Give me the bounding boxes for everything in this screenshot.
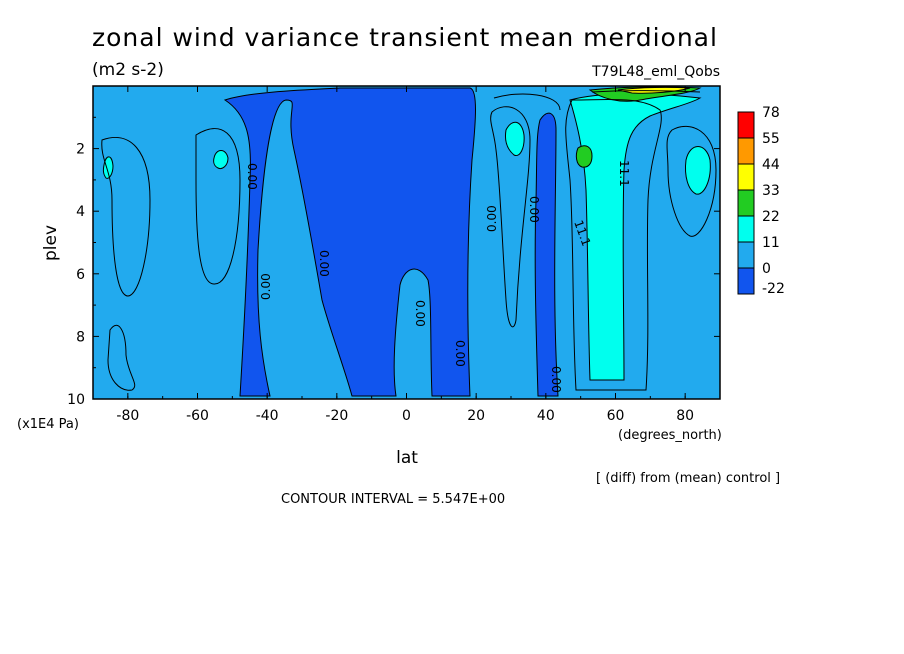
contour-label: 0.00	[527, 196, 541, 223]
run-label: T79L48_eml_Qobs	[591, 64, 720, 80]
colorbar-label: 78	[762, 105, 780, 121]
x-tick-label: -60	[186, 408, 209, 424]
contour-labels: 0.00 0.00 0.00 0.00 0.00 0.00 0.00 0.00 …	[245, 160, 631, 393]
contour-label: 0.00	[245, 163, 259, 190]
colorbar-label: 11	[762, 235, 780, 251]
chart-title: zonal wind variance transient mean merdi…	[92, 23, 718, 52]
contour-interval: CONTOUR INTERVAL = 5.547E+00	[281, 492, 505, 507]
x-tick-label: -20	[325, 408, 348, 424]
contour-label: 0.00	[485, 205, 499, 232]
nh-green-patch	[575, 145, 593, 168]
x-axis: -80 -60 -40 -20 0 20 40 60 80	[92, 86, 721, 424]
x-tick-label: -80	[116, 408, 139, 424]
colorbar-swatch	[737, 137, 755, 165]
plot-area: 0.00 0.00 0.00 0.00 0.00 0.00 0.00 0.00 …	[92, 85, 721, 400]
colorbar-label: 44	[762, 157, 780, 173]
colorbar: 78 55 44 33 22 11 0 -22	[737, 105, 785, 297]
y-axis-units: (x1E4 Pa)	[17, 417, 79, 432]
y-tick-label: 6	[76, 267, 85, 283]
y-tick-label: 4	[76, 204, 85, 220]
x-tick-label: 20	[467, 408, 485, 424]
tropical-negative-region	[223, 87, 476, 397]
x-tick-label: 80	[676, 408, 694, 424]
colorbar-label: 33	[762, 183, 780, 199]
cyan-cell-55s	[213, 150, 229, 169]
colorbar-label: 0	[762, 261, 771, 277]
x-tick-label: 60	[607, 408, 625, 424]
contour-label: 0.00	[259, 273, 273, 300]
contour-label: 0.00	[549, 366, 563, 393]
contour-label: 11.1	[617, 160, 631, 187]
colorbar-swatch	[737, 111, 755, 139]
y-axis-label: plev	[41, 225, 61, 261]
colorbar-swatch	[737, 241, 755, 269]
x-tick-label: -40	[256, 408, 279, 424]
contour-label: 0.00	[413, 300, 427, 327]
colorbar-swatch	[737, 215, 755, 243]
x-axis-label: lat	[396, 448, 418, 468]
x-tick-label: 0	[402, 408, 411, 424]
colorbar-label: -22	[762, 281, 785, 297]
nh-jet-positive-region	[569, 93, 702, 381]
negative-strip-40n	[534, 112, 559, 397]
y-tick-label: 8	[76, 329, 85, 345]
x-axis-units: (degrees_north)	[618, 428, 722, 443]
colorbar-swatch	[737, 189, 755, 217]
contour-label: 0.00	[453, 340, 467, 367]
cyan-cell-85s	[102, 156, 114, 179]
y-tick-label: 2	[76, 142, 85, 158]
colorbar-swatch	[737, 163, 755, 191]
colorbar-swatch	[737, 267, 755, 295]
units-label: (m2 s-2)	[92, 60, 164, 80]
cyan-cell-30n	[505, 121, 525, 157]
colorbar-label: 55	[762, 131, 780, 147]
colorbar-label: 22	[762, 209, 780, 225]
contour-lines	[101, 90, 717, 391]
diff-note: [ (diff) from (mean) control ]	[596, 471, 780, 486]
x-tick-label: 40	[537, 408, 555, 424]
cyan-cell-85n	[685, 146, 711, 195]
y-tick-label: 10	[67, 392, 85, 408]
y-axis: 2 4 6 8 10	[67, 116, 720, 408]
contour-label: 0.00	[317, 250, 331, 277]
